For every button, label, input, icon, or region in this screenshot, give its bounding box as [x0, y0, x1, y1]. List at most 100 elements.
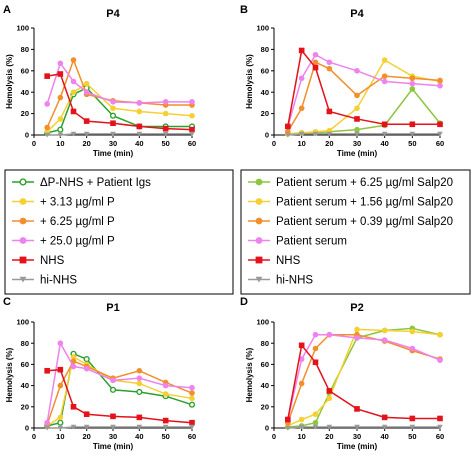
- data-point-patient-serum: [409, 80, 416, 87]
- y-tick-label: 0: [265, 424, 269, 433]
- legend-entry-patient-serum-0-39-g-ml-salp20: Patient serum + 0.39 µg/ml Salp20: [248, 216, 453, 228]
- y-tick-label: 40: [261, 88, 269, 97]
- data-point-3-13-g-ml-p: [136, 380, 143, 387]
- data-point-25-0-g-ml-p: [110, 99, 116, 105]
- data-point-patient-serum-1-56-g-ml-salp20: [326, 395, 333, 402]
- data-point-patient-serum: [298, 75, 305, 82]
- x-tick-label: 20: [325, 432, 333, 441]
- data-point-hi-nhs: [70, 424, 77, 430]
- data-point-nhs: [409, 121, 416, 128]
- data-point-hi-nhs: [189, 424, 195, 430]
- data-point-25-0-g-ml-p: [189, 99, 195, 105]
- data-point-hi-nhs: [326, 424, 333, 430]
- y-tick-label: 20: [261, 109, 269, 118]
- data-point-patient-serum-1-56-g-ml-salp20: [312, 411, 319, 418]
- series-line-3-13-g-ml-p: [46, 82, 193, 133]
- legend-label: hi-NHS: [276, 275, 313, 287]
- series-patient-serum-1-56-g-ml-salp20: [285, 326, 443, 429]
- data-point-patient-serum: [354, 68, 360, 74]
- data-point-25-0-g-ml-p: [70, 78, 77, 85]
- data-point-25-0-g-ml-p: [44, 101, 50, 107]
- data-point-hi-nhs: [57, 132, 64, 138]
- y-tick-label: 60: [261, 360, 269, 369]
- legend-entry-3-13-g-ml-p: + 3.13 µg/ml P: [12, 197, 115, 209]
- data-point-6-25-g-ml-p: [57, 382, 64, 389]
- x-tick-label: 0: [272, 139, 276, 148]
- series-nhs: [44, 71, 195, 133]
- data-point-nhs: [354, 116, 360, 122]
- legend-swatch-marker: [255, 217, 263, 225]
- series-nhs: [285, 47, 443, 130]
- legend-entry-nhs: NHS: [12, 255, 65, 267]
- x-axis-label-a: Time (min): [93, 149, 134, 158]
- legend-label: ΔP-NHS + Patient Igs: [40, 177, 151, 189]
- data-point-patient-serum-0-39-g-ml-salp20: [298, 380, 305, 387]
- series-line-hi-nhs: [47, 426, 192, 429]
- data-point-hi-nhs: [409, 424, 416, 430]
- data-point-patient-serum-1-56-g-ml-salp20: [381, 57, 388, 63]
- series-patient-serum-6-25-g-ml-salp20: [285, 325, 443, 430]
- legend-entry-hi-nhs: hi-NHS: [248, 275, 313, 287]
- data-point-patient-serum-6-25-g-ml-salp20: [409, 86, 416, 92]
- data-point-25-0-g-ml-p: [70, 363, 77, 370]
- data-point-3-13-g-ml-p: [83, 80, 90, 87]
- x-tick-label: 30: [353, 139, 361, 148]
- data-point-nhs: [409, 415, 416, 422]
- legend-swatch-marker: [19, 178, 27, 186]
- y-tick-label: 60: [261, 66, 269, 75]
- legend-entry-25-0-g-ml-p: + 25.0 µg/ml P: [12, 236, 115, 248]
- x-tick-label: 40: [135, 432, 143, 441]
- data-point-hi-nhs: [409, 131, 416, 137]
- data-point-patient-serum-1-56-g-ml-salp20: [354, 326, 360, 333]
- y-tick-label: 80: [21, 339, 29, 348]
- chart-title-b: P4: [350, 8, 364, 20]
- data-point-hi-nhs: [381, 424, 388, 430]
- y-tick-label: 40: [21, 381, 29, 390]
- data-point-patient-serum-1-56-g-ml-salp20: [381, 327, 388, 334]
- y-axis-label-c: Hemolysis (%): [5, 347, 14, 402]
- series-line-nhs: [287, 343, 440, 420]
- data-point-patient-serum-0-39-g-ml-salp20: [298, 105, 305, 112]
- x-tick-label: 30: [353, 432, 361, 441]
- data-point-hi-nhs: [285, 425, 291, 431]
- data-point-25-0-g-ml-p: [136, 100, 143, 106]
- x-tick-label: 10: [56, 432, 64, 441]
- panel-letter-d: D: [240, 296, 248, 308]
- data-point-hi-nhs: [312, 131, 319, 137]
- data-point-nhs: [312, 359, 319, 366]
- x-tick-label: 60: [188, 432, 196, 441]
- series-line-6-25-g-ml-p: [46, 360, 193, 426]
- data-point-patient-serum: [312, 331, 319, 338]
- data-point-nhs: [44, 73, 50, 79]
- data-point-25-0-g-ml-p: [110, 377, 116, 384]
- data-point-patient-serum: [298, 356, 305, 362]
- data-point-nhs: [57, 71, 64, 77]
- data-point-6-25-g-ml-p: [44, 124, 50, 131]
- data-point-patient-serum: [381, 337, 388, 343]
- y-tick-label: 100: [256, 318, 269, 327]
- x-tick-label: 40: [135, 139, 143, 148]
- data-point-nhs: [437, 121, 443, 128]
- series-hi-nhs: [44, 424, 195, 431]
- legend-frame: [240, 169, 471, 295]
- x-tick-label: 20: [325, 139, 333, 148]
- data-point-25-0-g-ml-p: [57, 340, 64, 347]
- series-line-nhs: [287, 48, 440, 127]
- data-point-nhs: [136, 123, 143, 130]
- legend-label: + 3.13 µg/ml P: [40, 197, 115, 209]
- y-tick-label: 60: [21, 66, 29, 75]
- data-point-patient-serum: [437, 82, 443, 89]
- series-patient-serum-0-39-g-ml-salp20: [285, 59, 443, 135]
- series-line-patient-serum-1-56-g-ml-salp20: [287, 59, 441, 135]
- data-point-hi-nhs: [437, 424, 443, 430]
- x-tick-label: 60: [188, 139, 196, 148]
- data-point-nhs: [70, 108, 77, 115]
- legend-frame: [4, 169, 234, 295]
- data-point-3-13-g-ml-p: [189, 395, 195, 402]
- data-point-p-nhs-patient-igs: [109, 112, 117, 119]
- y-tick-label: 100: [16, 318, 29, 327]
- y-tick-label: 100: [256, 24, 269, 33]
- y-tick-label: 40: [21, 88, 29, 97]
- data-point-hi-nhs: [83, 424, 90, 430]
- data-point-nhs: [110, 413, 116, 420]
